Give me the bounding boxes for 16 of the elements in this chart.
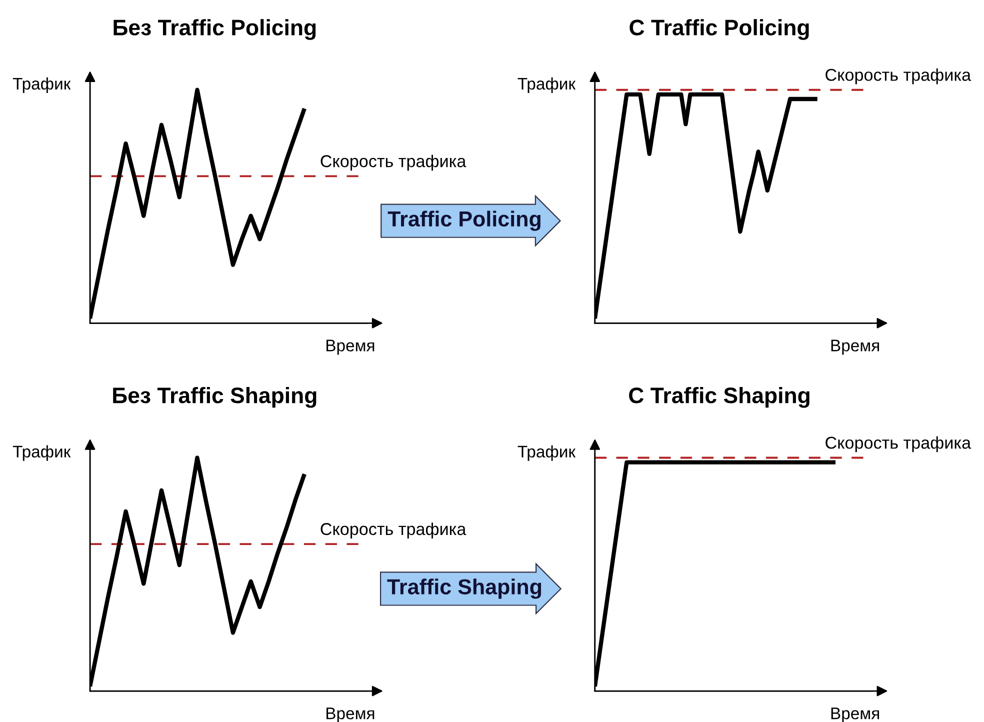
chart-title: С Traffic Shaping: [629, 386, 810, 408]
ref-line-label: Скорость трафика: [826, 436, 972, 452]
ref-line-label: Скорость трафика: [320, 522, 466, 538]
y-axis-title: Трафик: [12, 77, 71, 93]
x-axis-title: Время: [326, 340, 374, 355]
chart-title: С Traffic Policing: [630, 19, 809, 40]
x-axis-title: Время: [831, 340, 879, 355]
y-axis-title: Трафик: [518, 77, 576, 93]
text: Traffic Policing: [388, 210, 540, 231]
ref-line-label: Скорость трафика: [320, 154, 466, 171]
y-axis-title: Трафик: [12, 445, 71, 461]
ref-line-label: Скорость трафика: [826, 68, 972, 84]
chart-title: Без Traffic Policing: [114, 19, 316, 40]
y-axis-title: Трафик: [518, 445, 576, 461]
chart-title: Без Traffic Shaping: [113, 386, 316, 408]
text: Traffic Shaping: [387, 578, 542, 599]
